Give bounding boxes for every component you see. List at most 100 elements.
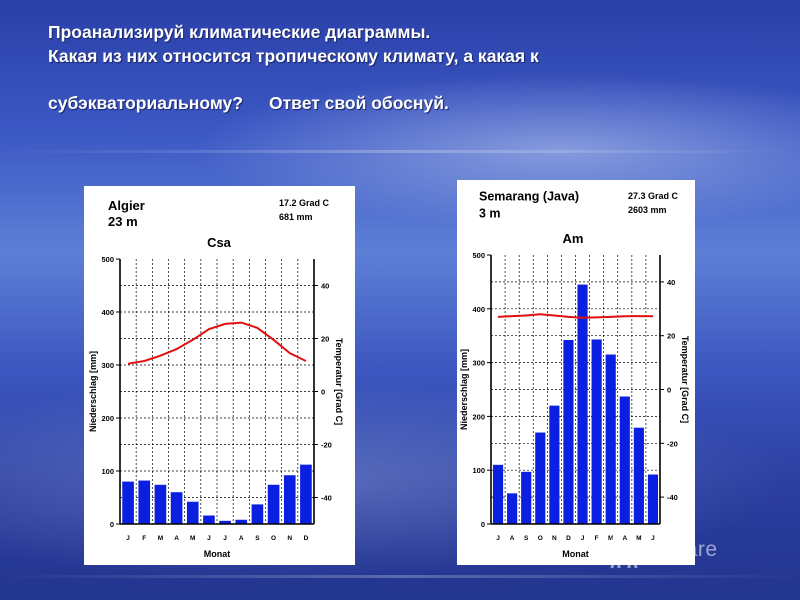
task-heading: Проанализируй климатические диаграммы. К… xyxy=(48,20,778,115)
y-axis-label: Niederschlag [mm] xyxy=(88,351,98,432)
x-tick-label: J xyxy=(496,535,500,542)
x-tick-label: D xyxy=(566,535,571,542)
heading-line-3: субэкваториальному? Ответ свой обоснуй. xyxy=(48,91,778,115)
watermark-text: yShare xyxy=(648,538,718,561)
y-tick-label: 500 xyxy=(472,251,485,260)
mean-temperature: 27.3 Grad C xyxy=(628,191,679,201)
heading-question: субэкваториальному? xyxy=(48,93,243,113)
x-tick-label: D xyxy=(304,535,309,542)
y2-tick-label: 0 xyxy=(321,388,325,397)
precipitation-bar xyxy=(605,354,616,524)
precipitation-bar xyxy=(563,340,574,524)
y2-tick-label: 20 xyxy=(321,335,329,344)
temperature-line xyxy=(127,321,307,365)
precipitation-bar xyxy=(170,492,183,524)
x-tick-label: M xyxy=(636,535,641,542)
y2-tick-label: -20 xyxy=(321,441,332,450)
x-tick-label: O xyxy=(271,535,276,542)
precipitation-bar xyxy=(267,484,280,524)
y2-tick-label: -40 xyxy=(321,494,332,503)
x-tick-label: J xyxy=(223,535,227,542)
climate-code: Csa xyxy=(207,235,232,250)
x-tick-label: N xyxy=(552,535,557,542)
x-axis-label: Monat xyxy=(204,549,231,559)
x-tick-label: A xyxy=(174,535,179,542)
x-axis-label: Monat xyxy=(562,549,589,559)
y-tick-label: 0 xyxy=(110,520,114,529)
y-tick-label: 300 xyxy=(472,359,485,368)
precipitation-bar xyxy=(283,475,296,524)
x-tick-label: J xyxy=(126,535,130,542)
y2-tick-label: -20 xyxy=(667,439,678,448)
y2-axis-label: Temperatur [Grad C] xyxy=(334,338,344,425)
x-tick-label: J xyxy=(651,535,655,542)
y-tick-label: 400 xyxy=(101,308,114,317)
x-tick-label: J xyxy=(207,535,211,542)
annual-precipitation: 681 mm xyxy=(279,212,313,222)
heading-instruction: Ответ свой обоснуй. xyxy=(268,93,449,113)
y2-axis-label: Temperatur [Grad C] xyxy=(680,336,690,423)
x-tick-label: A xyxy=(622,535,627,542)
temperature-line xyxy=(497,313,654,319)
climate-chart-semarang: Semarang (Java) 3 m 27.3 Grad C 2603 mm Am 0 1… xyxy=(459,190,690,560)
mean-temperature: 17.2 Grad C xyxy=(279,198,330,208)
y-tick-label: 400 xyxy=(472,305,485,314)
y-tick-label: 100 xyxy=(472,466,485,475)
y-tick-label: 200 xyxy=(472,412,485,421)
y2-tick-label: 0 xyxy=(667,386,671,395)
background-streak xyxy=(0,150,800,153)
y-tick-label: 500 xyxy=(101,255,114,264)
x-tick-label: M xyxy=(190,535,195,542)
precipitation-bar xyxy=(535,432,546,524)
annual-precipitation: 2603 mm xyxy=(628,205,667,215)
precipitation-bar xyxy=(251,504,264,524)
x-tick-label: S xyxy=(524,535,529,542)
x-tick-label: F xyxy=(142,535,146,542)
background-streak xyxy=(0,575,800,578)
precipitation-bar xyxy=(591,339,602,524)
y2-tick-label: 40 xyxy=(321,282,329,291)
heading-line-1: Проанализируй климатические диаграммы. xyxy=(48,22,431,42)
climate-diagram-algier: Algier 23 m 17.2 Grad C 681 mm Csa 0 100 200 300… xyxy=(84,186,355,565)
y-tick-label: 300 xyxy=(101,361,114,370)
climate-code: Am xyxy=(563,231,584,246)
climate-diagram-semarang: Semarang (Java) 3 m 27.3 Grad C 2603 mm Am 0 1… xyxy=(457,180,695,565)
slideshare-logo-icon xyxy=(609,535,639,569)
precipitation-bar xyxy=(549,405,560,524)
y2-tick-label: -40 xyxy=(667,493,678,502)
station-name: Algier xyxy=(108,198,145,213)
x-tick-label: A xyxy=(510,535,515,542)
precipitation-bar xyxy=(122,481,134,524)
precipitation-bar xyxy=(619,396,630,524)
precipitation-bar xyxy=(633,427,644,524)
y2-tick-label: 20 xyxy=(667,332,675,341)
precipitation-bar xyxy=(186,501,199,524)
y2-tick-label: 40 xyxy=(667,278,675,287)
station-altitude: 3 m xyxy=(479,207,501,221)
station-name: Semarang (Java) xyxy=(479,190,579,204)
x-tick-label: S xyxy=(255,535,260,542)
y-tick-label: 100 xyxy=(101,467,114,476)
precipitation-bar xyxy=(647,474,659,524)
y-axis-label: Niederschlag [mm] xyxy=(459,349,469,430)
x-tick-label: F xyxy=(595,535,599,542)
y-tick-label: 200 xyxy=(101,414,114,423)
x-tick-label: J xyxy=(581,535,585,542)
x-tick-label: N xyxy=(287,535,292,542)
precipitation-bar xyxy=(154,484,167,524)
x-tick-label: A xyxy=(239,535,244,542)
heading-line-2: Какая из них относится тропическому клим… xyxy=(48,46,539,66)
precipitation-bar xyxy=(577,284,588,524)
x-tick-label: M xyxy=(158,535,163,542)
precipitation-bar xyxy=(507,493,518,524)
x-tick-label: O xyxy=(538,535,543,542)
precipitation-bar xyxy=(219,520,231,524)
precipitation-bar xyxy=(300,464,312,524)
precipitation-bar xyxy=(203,515,215,524)
station-altitude: 23 m xyxy=(108,214,138,229)
precipitation-bar xyxy=(492,464,504,524)
precipitation-bar xyxy=(521,471,532,524)
precipitation-bar xyxy=(235,519,248,524)
precipitation-bar xyxy=(138,480,151,524)
